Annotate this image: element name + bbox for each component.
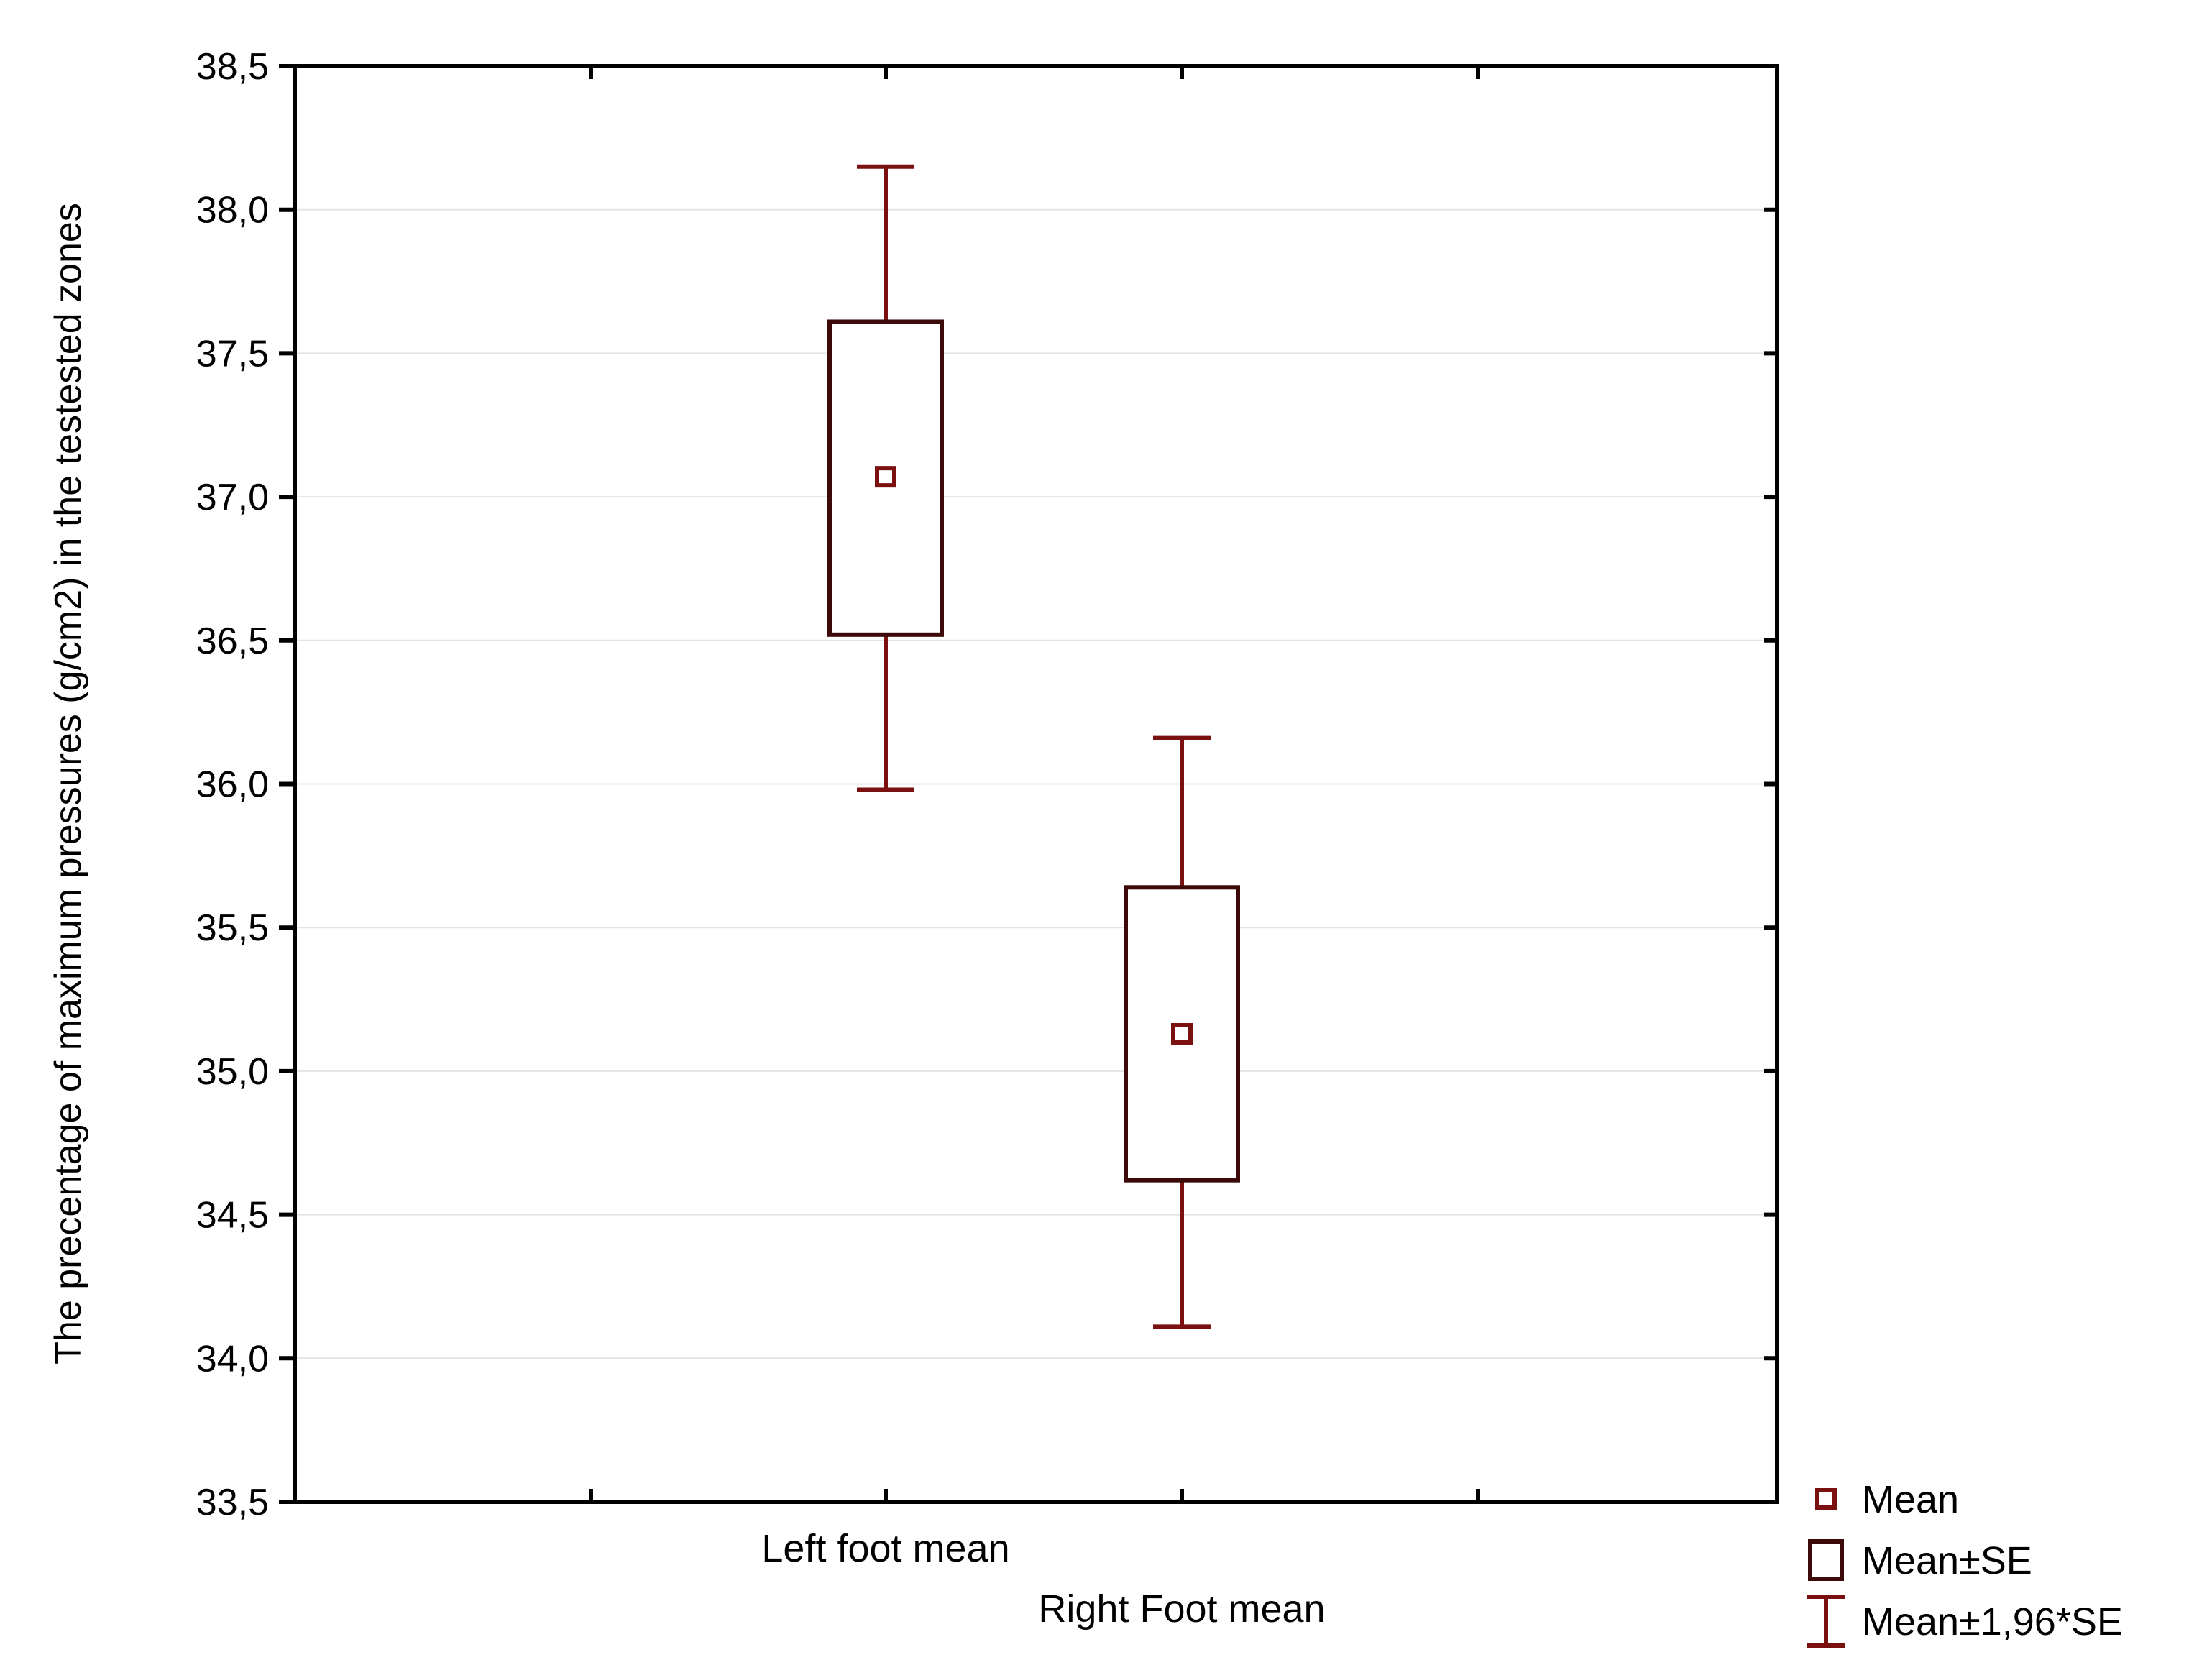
x-category-label: Left foot mean — [761, 1527, 1009, 1570]
y-tick-label: 34,0 — [196, 1338, 269, 1380]
y-tick-label: 37,5 — [196, 333, 269, 375]
box-group — [1124, 735, 1240, 1329]
axis-ticks — [279, 64, 1777, 1504]
y-axis-label: The precentage of maximum pressures (g/c… — [47, 203, 89, 1365]
y-tick-label: 33,5 — [196, 1482, 269, 1523]
data-series — [827, 164, 1240, 1329]
y-tick-label: 37,0 — [196, 477, 269, 518]
y-tick-label: 38,5 — [196, 46, 269, 88]
plot-frame — [293, 64, 1779, 1504]
mean-marker — [875, 466, 896, 488]
y-tick-label: 36,0 — [196, 764, 269, 806]
gridlines — [295, 208, 1777, 1359]
legend-label: Mean±SE — [1862, 1539, 2032, 1582]
x-category-label: Right Foot mean — [1038, 1587, 1325, 1631]
legend-label: Mean±1,96*SE — [1862, 1600, 2123, 1643]
mean-marker — [1171, 1022, 1193, 1045]
legend-whisker-symbol — [1807, 1595, 1845, 1648]
y-tick-label: 35,0 — [196, 1051, 269, 1093]
y-tick-label: 35,5 — [196, 907, 269, 949]
x-category-labels: Left foot mean Right Foot mean — [761, 1527, 1325, 1631]
legend-se-symbol — [1808, 1539, 1844, 1581]
y-tick-label: 36,5 — [196, 620, 269, 662]
y-tick-labels: 33,5 34,0 34,5 35,0 35,5 36,0 36,5 37,0 37,5 38,0… — [196, 46, 269, 1523]
legend-mean-symbol — [1815, 1488, 1837, 1510]
box-group — [827, 164, 944, 792]
legend: Mean Mean±SE Mean±1,96*SE — [1807, 1478, 2123, 1648]
y-tick-label: 34,5 — [196, 1195, 269, 1237]
y-tick-label: 38,0 — [196, 190, 269, 231]
legend-label: Mean — [1862, 1478, 1959, 1521]
